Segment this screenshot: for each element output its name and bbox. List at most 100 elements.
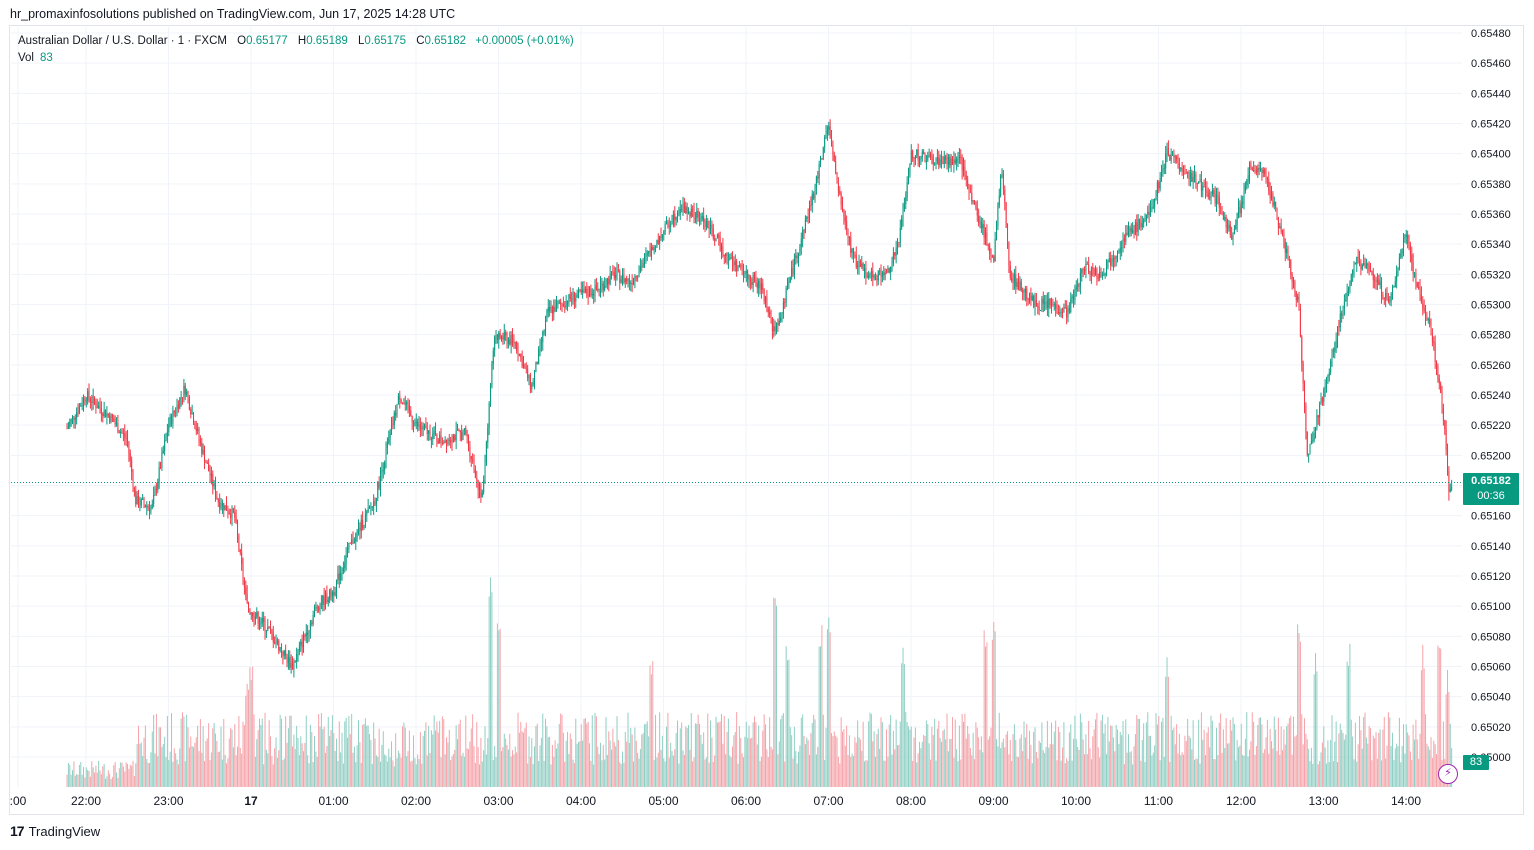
volume-bar bbox=[320, 713, 322, 787]
volume-bar bbox=[162, 744, 164, 787]
volume-bar bbox=[912, 760, 914, 787]
candle-body bbox=[1176, 156, 1178, 160]
symbol-legend[interactable]: Australian Dollar / U.S. Dollar · 1 · FX… bbox=[18, 35, 574, 47]
volume-bar bbox=[989, 736, 991, 787]
volume-bar bbox=[498, 630, 500, 787]
volume-bar bbox=[875, 756, 877, 787]
candle-body bbox=[865, 268, 867, 277]
volume-bar bbox=[463, 756, 465, 787]
volume-bar bbox=[1104, 724, 1106, 787]
volume-bar bbox=[747, 737, 749, 787]
candle-body bbox=[1250, 163, 1252, 168]
candle-body bbox=[468, 437, 470, 448]
volume-bar bbox=[1220, 713, 1222, 787]
candle-body bbox=[859, 260, 861, 267]
volume-bar bbox=[1040, 742, 1042, 787]
candle-body bbox=[961, 157, 963, 171]
candle-body bbox=[609, 273, 611, 285]
volume-bar bbox=[171, 713, 173, 787]
volume-bar bbox=[803, 735, 805, 787]
candle-body bbox=[1022, 290, 1024, 294]
volume-bar bbox=[723, 716, 725, 787]
volume-bar bbox=[1155, 713, 1157, 787]
candle-body bbox=[894, 252, 896, 256]
candle-body bbox=[197, 428, 199, 431]
volume-bar bbox=[1071, 760, 1073, 787]
volume-bar bbox=[902, 647, 904, 787]
volume-bar bbox=[1053, 731, 1055, 787]
volume-legend[interactable]: Vol 83 bbox=[18, 52, 53, 64]
volume-bar bbox=[1055, 720, 1057, 787]
candle-body bbox=[369, 507, 371, 509]
candle-body bbox=[1139, 219, 1141, 222]
volume-bar bbox=[980, 736, 982, 787]
volume-bar bbox=[732, 746, 734, 787]
volume-bar bbox=[265, 749, 267, 787]
volume-bar bbox=[569, 733, 571, 787]
candle-body bbox=[809, 204, 811, 218]
candle-body bbox=[517, 350, 519, 356]
candle-body bbox=[287, 656, 289, 663]
candle-body bbox=[1407, 234, 1409, 244]
published-note: hr_promaxinfosolutions published on Trad… bbox=[10, 7, 456, 21]
candle-body bbox=[520, 353, 522, 358]
volume-bar bbox=[323, 726, 325, 787]
candle-body bbox=[644, 256, 646, 263]
chart-frame[interactable] bbox=[9, 25, 1524, 815]
candle-body bbox=[243, 579, 245, 588]
volume-bar bbox=[1114, 751, 1116, 787]
candle-body bbox=[484, 462, 486, 480]
volume-bar bbox=[660, 749, 662, 787]
candle-body bbox=[205, 462, 207, 464]
candle-body bbox=[545, 320, 547, 331]
candle-body bbox=[883, 272, 885, 276]
volume-bar bbox=[309, 724, 311, 787]
candle-body bbox=[1177, 159, 1179, 164]
volume-bar bbox=[182, 712, 184, 787]
volume-bar bbox=[1265, 737, 1267, 787]
candle-body bbox=[876, 278, 878, 281]
volume-bar bbox=[925, 720, 927, 787]
volume-bar bbox=[521, 731, 523, 787]
candle-body bbox=[1078, 284, 1080, 287]
candle-body bbox=[479, 485, 481, 490]
candle-body bbox=[147, 506, 149, 508]
volume-bar bbox=[622, 751, 624, 787]
tradingview-footer[interactable]: 17 TradingView bbox=[10, 823, 100, 839]
volume-bar bbox=[1218, 722, 1220, 787]
volume-bar bbox=[1033, 731, 1035, 787]
symbol-title[interactable]: Australian Dollar / U.S. Dollar · 1 · FX… bbox=[18, 35, 227, 47]
volume-bar bbox=[972, 732, 974, 787]
candle-body bbox=[674, 214, 676, 221]
candle-body bbox=[1404, 237, 1406, 238]
candle-body bbox=[1335, 340, 1337, 348]
volume-bar bbox=[503, 733, 505, 787]
candle-body bbox=[217, 498, 219, 503]
candle-body bbox=[1185, 173, 1187, 175]
grid bbox=[11, 27, 1462, 787]
volume-bar bbox=[223, 718, 225, 787]
candle-body bbox=[155, 489, 157, 491]
time-tick-label: 04:00 bbox=[566, 794, 596, 808]
volume-bar bbox=[483, 750, 485, 787]
candle-body bbox=[886, 271, 888, 273]
candle-body bbox=[216, 496, 218, 499]
volume-bar bbox=[879, 748, 881, 787]
volume-bar bbox=[1271, 741, 1273, 787]
price-tick-label: 0.65120 bbox=[1471, 571, 1511, 583]
candle-body bbox=[818, 164, 820, 179]
volume-bar bbox=[787, 660, 789, 787]
candle-body bbox=[899, 227, 901, 243]
volume-bar bbox=[1062, 747, 1064, 787]
volume-bar bbox=[451, 756, 453, 787]
candle-body bbox=[175, 411, 177, 413]
volume-bar bbox=[283, 758, 285, 787]
candle-body bbox=[1367, 263, 1369, 266]
candle-body bbox=[265, 630, 267, 632]
volume-bar bbox=[254, 756, 256, 787]
lightning-bolt-icon[interactable]: ⚡ bbox=[1438, 764, 1458, 784]
candle-body bbox=[813, 193, 815, 199]
candle-body bbox=[793, 258, 795, 275]
candle-body bbox=[527, 369, 529, 378]
